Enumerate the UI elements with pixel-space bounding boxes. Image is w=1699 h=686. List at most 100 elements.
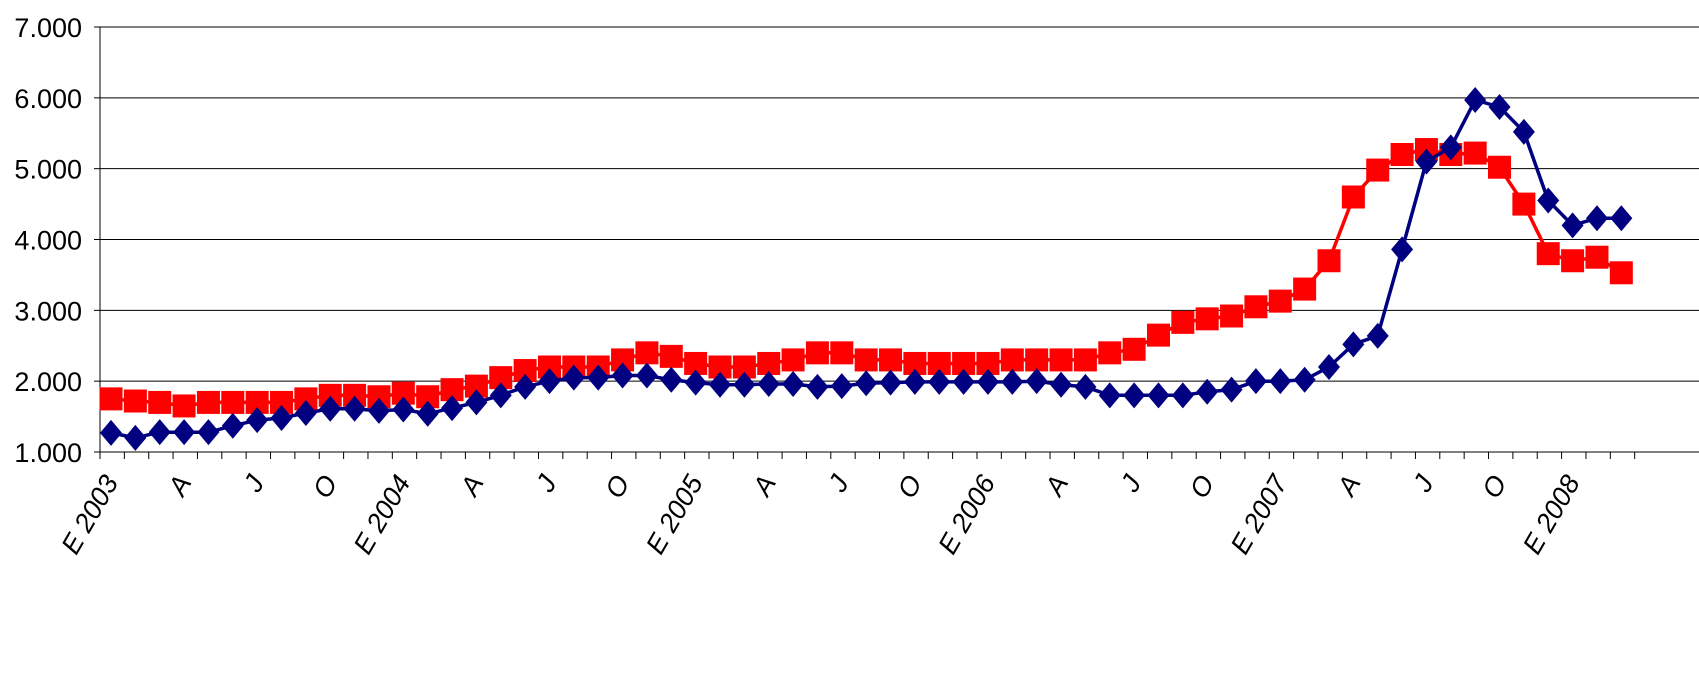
diamond-marker	[660, 366, 683, 393]
square-marker	[1561, 249, 1585, 273]
y-tick-label: 6.000	[14, 84, 82, 114]
y-tick-label: 4.000	[14, 226, 82, 256]
diamond-marker	[1050, 371, 1073, 398]
x-tick-label: E 2003	[55, 470, 124, 559]
y-axis: 1.000 2.000 3.000 4.000 5.000 6.000 7.000	[14, 13, 101, 468]
square-marker	[879, 348, 903, 372]
square-marker	[196, 390, 220, 414]
diamond-marker	[903, 368, 926, 395]
square-marker	[1220, 304, 1244, 328]
diamond-marker	[1391, 236, 1414, 263]
diamond-marker	[416, 400, 439, 427]
square-marker	[245, 390, 269, 414]
x-tick-label: J	[1114, 470, 1147, 498]
square-marker	[513, 359, 537, 383]
diamond-marker	[1220, 376, 1243, 403]
series-square	[99, 138, 1633, 418]
y-tick-label: 2.000	[14, 367, 82, 397]
square-marker	[952, 351, 976, 375]
diamond-marker	[1025, 368, 1048, 395]
x-tick-label: O	[1476, 470, 1512, 503]
diamond-marker	[1610, 205, 1633, 232]
diamond-marker	[270, 405, 293, 431]
square-marker	[221, 390, 245, 414]
square-marker	[440, 378, 464, 402]
diamond-marker	[441, 395, 464, 422]
diamond-marker	[928, 368, 951, 395]
square-marker	[99, 387, 123, 411]
x-tick-label: O	[1184, 470, 1220, 503]
square-marker	[1146, 323, 1170, 347]
diamond-marker	[1001, 368, 1024, 395]
diamond-marker	[733, 371, 756, 398]
square-marker	[1341, 185, 1365, 209]
diamond-marker	[587, 364, 610, 391]
diamond-marker	[1269, 368, 1292, 395]
square-marker	[1268, 289, 1292, 313]
square-marker	[343, 383, 367, 407]
diamond-marker	[319, 395, 342, 422]
square-marker	[1244, 295, 1268, 319]
square-marker	[123, 389, 147, 413]
square-marker	[927, 351, 951, 375]
diamond-marker	[343, 395, 366, 422]
diamond-marker	[1585, 205, 1608, 232]
diamond-marker	[1415, 148, 1438, 175]
square-marker	[172, 394, 196, 418]
square-marker	[367, 385, 391, 409]
square-marker	[1073, 348, 1097, 372]
x-tick-label: J	[237, 470, 270, 498]
square-marker	[1317, 249, 1341, 273]
square-marker	[1000, 348, 1024, 372]
square-marker	[854, 348, 878, 372]
square-marker	[464, 374, 488, 398]
x-tick-label: A	[454, 470, 490, 502]
diamond-marker	[1439, 134, 1462, 161]
diamond-marker	[392, 396, 415, 423]
diamond-marker	[1293, 366, 1316, 393]
diamond-marker	[294, 400, 317, 427]
y-tick-label: 5.000	[14, 155, 82, 185]
diamond-marker	[246, 407, 269, 434]
square-marker	[732, 355, 756, 379]
x-tick-label: E 2004	[348, 470, 417, 559]
diamond-marker	[1196, 378, 1219, 405]
y-tick-label: 1.000	[14, 438, 82, 468]
square-marker	[1488, 155, 1512, 179]
x-tick-label: J	[529, 470, 562, 498]
diamond-marker	[367, 397, 390, 424]
square-marker	[1390, 143, 1414, 166]
diamond-marker	[635, 362, 658, 389]
square-marker	[635, 341, 659, 365]
diamond-marker	[489, 382, 512, 409]
diamond-marker	[1342, 331, 1365, 358]
diamond-marker	[1244, 368, 1267, 395]
diamond-marker	[1366, 322, 1389, 349]
square-marker	[1609, 261, 1633, 285]
diamond-marker	[1512, 118, 1535, 145]
x-tick-label: J	[1406, 470, 1439, 498]
square-marker	[416, 385, 440, 409]
x-tick-label: J	[822, 470, 855, 498]
x-tick-label: E 2006	[932, 469, 1001, 559]
x-tick-label: O	[307, 470, 343, 503]
diamond-marker	[976, 368, 999, 395]
square-marker	[1463, 141, 1487, 165]
diamond-marker	[879, 369, 902, 396]
diamond-marker	[1171, 382, 1194, 409]
square-marker	[708, 355, 732, 379]
x-tick-label: A	[1038, 470, 1074, 502]
square-marker	[537, 355, 561, 379]
diamond-marker	[465, 389, 488, 416]
y-tick-label: 7.000	[14, 13, 82, 43]
diamond-marker	[830, 373, 853, 400]
diamond-marker	[1488, 94, 1511, 121]
diamond-marker	[611, 362, 634, 389]
square-marker	[270, 390, 294, 414]
square-marker	[1122, 337, 1146, 361]
square-marker	[805, 341, 829, 365]
square-marker	[148, 390, 172, 414]
diamond-marker	[538, 368, 561, 395]
square-marker	[1098, 341, 1122, 365]
